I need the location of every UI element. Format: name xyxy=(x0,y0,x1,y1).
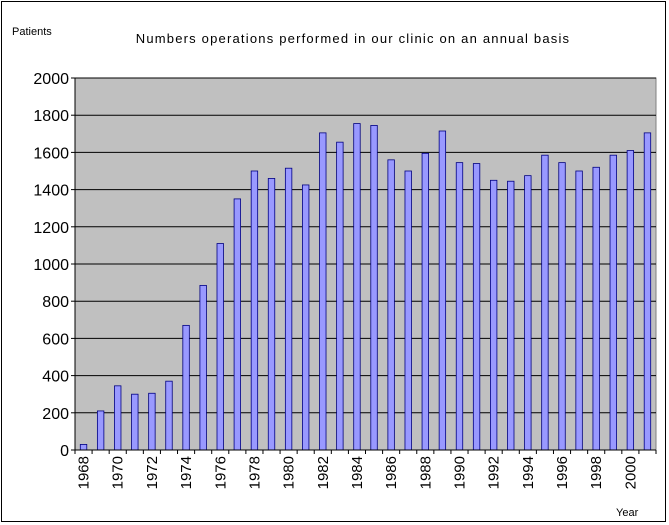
y-tick-label: 2000 xyxy=(33,71,69,88)
bar xyxy=(643,132,652,451)
x-tick-label: 1980 xyxy=(281,456,298,489)
bar xyxy=(370,125,378,451)
bar xyxy=(199,284,207,451)
bar xyxy=(558,162,566,451)
bar xyxy=(421,152,429,451)
x-tick-label: 1998 xyxy=(588,456,605,489)
x-tick-label: 1986 xyxy=(383,456,400,489)
chart-title: Numbers operations performed in our clin… xyxy=(136,31,571,46)
bar xyxy=(438,130,447,451)
bar xyxy=(541,154,549,451)
bar xyxy=(575,170,583,451)
bar xyxy=(250,170,259,451)
bar xyxy=(507,180,515,451)
bar xyxy=(592,166,600,451)
y-tick-label: 1000 xyxy=(33,257,69,274)
bar xyxy=(182,324,190,451)
y-axis-label: Patients xyxy=(12,26,52,38)
x-tick-label: 1978 xyxy=(246,456,263,489)
x-tick-label: 2000 xyxy=(622,456,639,489)
x-tick-label: 1976 xyxy=(212,456,229,489)
bar xyxy=(216,243,224,451)
bar xyxy=(404,170,412,451)
x-tick-label: 1984 xyxy=(349,456,366,489)
bar xyxy=(626,150,635,451)
x-axis-ticks: 1968 1970 1972 1974 1976 1978 1980 1982 1984 1986… xyxy=(74,450,657,489)
x-tick-label: 1992 xyxy=(486,456,503,489)
x-tick-label: 1982 xyxy=(315,456,332,489)
bar xyxy=(284,167,293,451)
bar xyxy=(302,184,310,451)
bar xyxy=(524,175,532,451)
bar xyxy=(319,132,327,451)
x-tick-label: 1990 xyxy=(451,456,468,489)
y-axis-ticks: 0 200 400 600 800 1000 1200 1400 1600 1800 2000 xyxy=(33,71,75,460)
y-tick-label: 1800 xyxy=(33,108,69,125)
y-tick-label: 1600 xyxy=(33,145,69,162)
y-tick-label: 800 xyxy=(42,294,69,311)
bar xyxy=(148,392,156,451)
x-tick-label: 1968 xyxy=(76,456,93,489)
bar xyxy=(267,178,276,451)
bar xyxy=(490,179,498,451)
y-tick-label: 200 xyxy=(42,406,69,423)
y-tick-label: 400 xyxy=(42,369,69,386)
bar xyxy=(353,123,361,451)
bar xyxy=(114,385,122,451)
y-tick-label: 1200 xyxy=(33,220,69,237)
x-tick-label: 1994 xyxy=(520,456,537,489)
bar xyxy=(609,154,617,451)
bar xyxy=(387,159,395,451)
bar xyxy=(455,162,464,451)
bar xyxy=(233,198,241,451)
bar xyxy=(472,163,481,451)
x-tick-label: 1974 xyxy=(178,456,195,489)
y-tick-label: 0 xyxy=(60,443,69,460)
bar xyxy=(96,410,105,451)
bar xyxy=(336,141,344,451)
bar xyxy=(165,380,173,451)
x-axis-label: Year xyxy=(616,507,639,519)
bar xyxy=(79,444,88,451)
x-tick-label: 1988 xyxy=(417,456,434,489)
x-tick-label: 1972 xyxy=(144,456,161,489)
bar xyxy=(131,393,139,451)
x-tick-label: 1996 xyxy=(554,456,571,489)
y-tick-label: 600 xyxy=(42,331,69,348)
x-tick-label: 1970 xyxy=(110,456,127,489)
y-tick-label: 1400 xyxy=(33,183,69,200)
